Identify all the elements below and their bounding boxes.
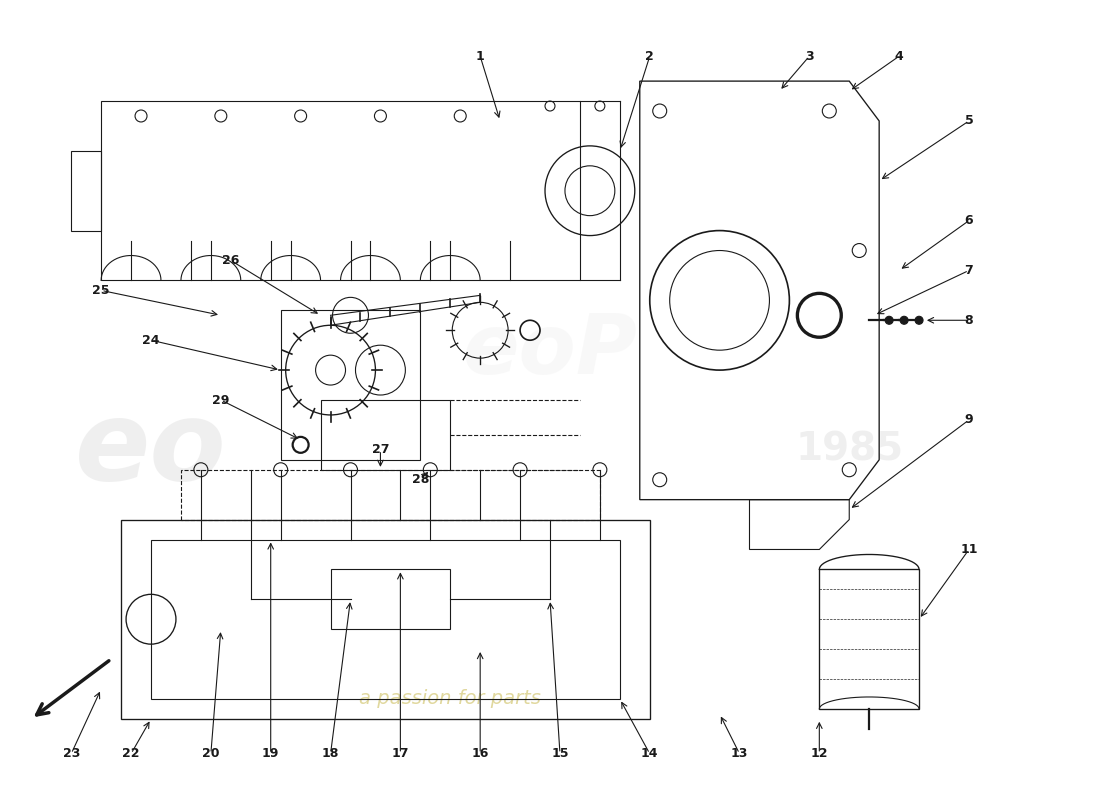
Text: 14: 14 <box>641 747 659 760</box>
Text: 5: 5 <box>965 114 974 127</box>
Text: 28: 28 <box>411 474 429 486</box>
Text: 27: 27 <box>372 443 389 456</box>
Text: 8: 8 <box>965 314 974 326</box>
Text: 26: 26 <box>222 254 240 267</box>
Text: 1985: 1985 <box>795 431 903 469</box>
Circle shape <box>915 316 923 324</box>
Text: 17: 17 <box>392 747 409 760</box>
Text: 23: 23 <box>63 747 80 760</box>
Text: 29: 29 <box>212 394 230 406</box>
Text: 18: 18 <box>322 747 339 760</box>
Text: 25: 25 <box>92 284 110 297</box>
Text: 2: 2 <box>646 50 654 62</box>
Text: 6: 6 <box>965 214 974 227</box>
Text: 12: 12 <box>811 747 828 760</box>
Text: 15: 15 <box>551 747 569 760</box>
Text: 22: 22 <box>122 747 140 760</box>
Text: 11: 11 <box>960 543 978 556</box>
Text: 1: 1 <box>476 50 485 62</box>
Circle shape <box>886 316 893 324</box>
Text: 19: 19 <box>262 747 279 760</box>
Text: 13: 13 <box>730 747 748 760</box>
Text: 16: 16 <box>472 747 488 760</box>
Text: 7: 7 <box>965 264 974 277</box>
Text: 9: 9 <box>965 414 974 426</box>
Text: 3: 3 <box>805 50 814 62</box>
Circle shape <box>900 316 909 324</box>
Text: eo: eo <box>75 396 227 503</box>
Text: 4: 4 <box>894 50 903 62</box>
Text: 20: 20 <box>202 747 220 760</box>
Text: eoP: eoP <box>463 310 637 390</box>
Text: 24: 24 <box>142 334 160 346</box>
Text: a passion for parts: a passion for parts <box>360 690 541 709</box>
